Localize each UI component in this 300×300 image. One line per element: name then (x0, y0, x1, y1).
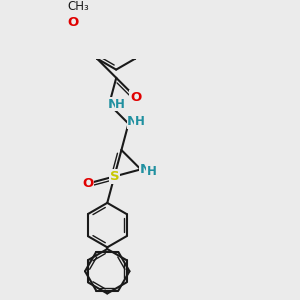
Text: S: S (110, 170, 119, 183)
Text: N: N (140, 163, 151, 176)
Text: H: H (135, 116, 145, 128)
Text: O: O (130, 91, 141, 104)
Text: CH₃: CH₃ (67, 0, 89, 13)
Text: N: N (108, 98, 119, 111)
Text: H: H (115, 98, 125, 111)
Text: H: H (147, 165, 157, 178)
Text: O: O (68, 16, 79, 29)
Text: N: N (127, 116, 138, 128)
Text: O: O (82, 177, 94, 190)
